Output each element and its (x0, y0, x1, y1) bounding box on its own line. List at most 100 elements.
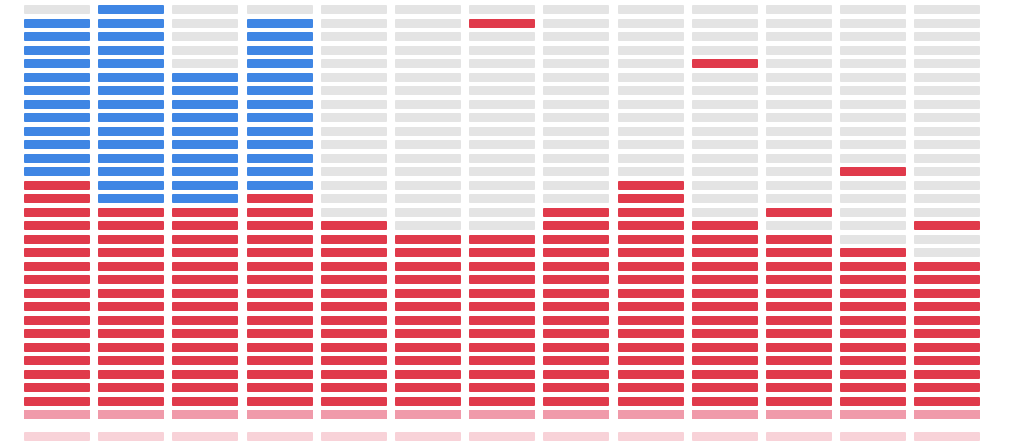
equalizer-segment (172, 302, 238, 311)
equalizer-segment (98, 127, 164, 136)
equalizer-segment (692, 46, 758, 55)
equalizer-segment (469, 397, 535, 406)
equalizer-segment (543, 140, 609, 149)
equalizer-segment (321, 302, 387, 311)
equalizer-segment (24, 208, 90, 217)
equalizer-segment (766, 167, 832, 176)
equalizer-segment (172, 343, 238, 352)
equalizer-segment (321, 316, 387, 325)
equalizer-segment (914, 167, 980, 176)
equalizer-segment (172, 316, 238, 325)
equalizer-segment (692, 59, 758, 68)
equalizer-segment (98, 289, 164, 298)
equalizer-segment (618, 113, 684, 122)
equalizer-segment (914, 194, 980, 203)
equalizer-segment (98, 262, 164, 271)
equalizer-segment (98, 154, 164, 163)
equalizer-segment (395, 73, 461, 82)
equalizer-segment (914, 289, 980, 298)
equalizer-segment (24, 248, 90, 257)
equalizer-segment (914, 356, 980, 365)
equalizer-segment (840, 32, 906, 41)
equalizer-segment (914, 100, 980, 109)
equalizer-segment (247, 383, 313, 392)
equalizer-segment (172, 194, 238, 203)
equalizer-segment (543, 154, 609, 163)
equalizer-segment (618, 262, 684, 271)
equalizer-segment (469, 221, 535, 230)
equalizer-segment (840, 383, 906, 392)
equalizer-segment (98, 397, 164, 406)
equalizer-segment (247, 154, 313, 163)
equalizer-segment (692, 383, 758, 392)
equalizer-segment (543, 356, 609, 365)
equalizer-segment (395, 113, 461, 122)
equalizer-segment (543, 113, 609, 122)
equalizer-segment (618, 19, 684, 28)
equalizer-segment (692, 73, 758, 82)
equalizer-segment (766, 248, 832, 257)
equalizer-segment (24, 167, 90, 176)
equalizer-segment (321, 397, 387, 406)
equalizer-segment (247, 370, 313, 379)
equalizer-segment (840, 181, 906, 190)
equalizer-segment (840, 113, 906, 122)
equalizer-segment (172, 235, 238, 244)
equalizer-segment (469, 275, 535, 284)
equalizer-segment (469, 113, 535, 122)
equalizer-segment (543, 19, 609, 28)
equalizer-segment (914, 262, 980, 271)
equalizer-reflection (692, 432, 758, 441)
equalizer-reflection (24, 410, 90, 419)
equalizer-segment (692, 275, 758, 284)
equalizer-segment (172, 167, 238, 176)
equalizer-segment (840, 73, 906, 82)
equalizer-segment (840, 302, 906, 311)
equalizer-segment (840, 19, 906, 28)
equalizer-segment (543, 275, 609, 284)
equalizer-segment (247, 181, 313, 190)
equalizer-segment (914, 86, 980, 95)
equalizer-segment (618, 208, 684, 217)
equalizer-segment (172, 289, 238, 298)
equalizer-reflection (840, 432, 906, 441)
equalizer-segment (395, 221, 461, 230)
equalizer-segment (98, 383, 164, 392)
equalizer-segment (172, 46, 238, 55)
equalizer-segment (469, 19, 535, 28)
equalizer-segment (692, 181, 758, 190)
equalizer-reflection (172, 410, 238, 419)
equalizer-segment (840, 86, 906, 95)
equalizer-segment (914, 59, 980, 68)
equalizer-segment (247, 302, 313, 311)
equalizer-segment (543, 302, 609, 311)
equalizer-segment (98, 248, 164, 257)
equalizer-segment (24, 194, 90, 203)
equalizer-segment (98, 32, 164, 41)
equalizer-segment (692, 262, 758, 271)
equalizer-segment (766, 316, 832, 325)
equalizer-segment (543, 127, 609, 136)
equalizer-segment (172, 356, 238, 365)
equalizer-segment (766, 32, 832, 41)
equalizer-segment (840, 100, 906, 109)
equalizer-segment (24, 221, 90, 230)
equalizer-segment (618, 221, 684, 230)
equalizer-segment (840, 356, 906, 365)
equalizer-segment (469, 343, 535, 352)
equalizer-segment (321, 262, 387, 271)
equalizer-segment (469, 100, 535, 109)
equalizer-segment (766, 343, 832, 352)
equalizer-segment (172, 397, 238, 406)
equalizer-segment (172, 73, 238, 82)
equalizer-segment (395, 5, 461, 14)
equalizer-segment (840, 370, 906, 379)
equalizer-segment (247, 19, 313, 28)
equalizer-segment (395, 329, 461, 338)
equalizer-segment (766, 356, 832, 365)
equalizer-segment (914, 370, 980, 379)
equalizer-segment (24, 59, 90, 68)
equalizer-segment (247, 86, 313, 95)
equalizer-segment (914, 397, 980, 406)
